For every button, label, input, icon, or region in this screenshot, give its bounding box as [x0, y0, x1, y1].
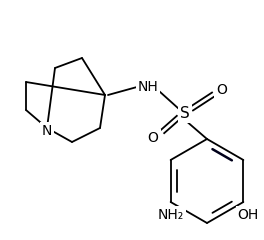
Text: NH: NH: [138, 80, 158, 94]
Text: O: O: [148, 131, 158, 145]
Text: N: N: [42, 124, 52, 138]
Text: NH₂: NH₂: [158, 208, 184, 222]
Text: O: O: [216, 83, 228, 97]
Text: OH: OH: [238, 208, 259, 222]
Text: S: S: [180, 106, 190, 120]
